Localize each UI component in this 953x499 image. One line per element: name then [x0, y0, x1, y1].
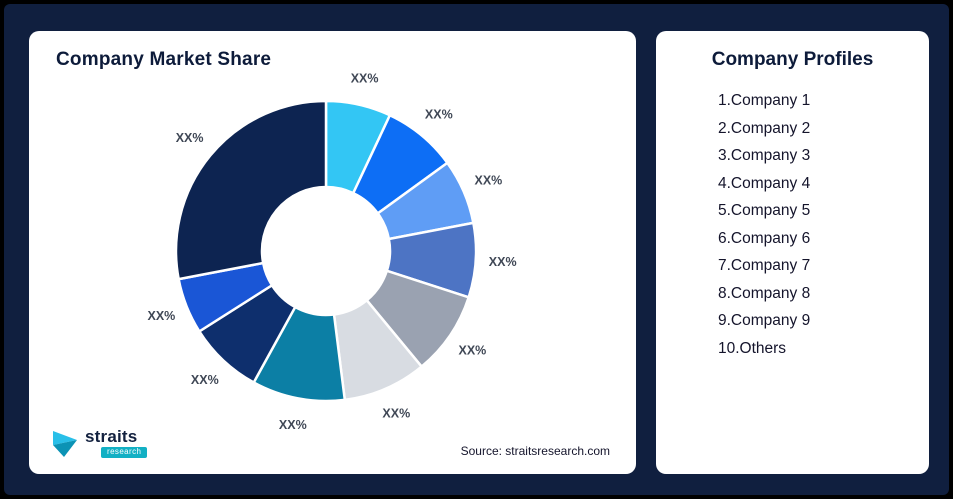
- slice-label-9: XX%: [148, 309, 176, 323]
- slice-label-10: XX%: [176, 131, 204, 145]
- company-profiles-list: 1.Company 1 2.Company 2 3.Company 3 4.Compa…: [656, 87, 929, 362]
- donut-slice-10: [174, 99, 328, 281]
- company-profile-item: 4.Company 4: [718, 174, 811, 192]
- straits-research-logo: straits research: [51, 427, 148, 458]
- slice-label-5: XX%: [459, 344, 487, 358]
- slice-label-8: XX%: [191, 373, 219, 387]
- slice-label-4: XX%: [489, 255, 517, 269]
- slice-label-7: XX%: [279, 418, 307, 432]
- company-profile-item: 2.Company 2: [718, 119, 811, 137]
- company-profile-item: 8.Company 8: [718, 284, 811, 302]
- logo-text: straits research: [85, 427, 148, 458]
- company-profile-item: 6.Company 6: [718, 229, 811, 247]
- company-profile-item: 5.Company 5: [718, 202, 811, 219]
- company-profile-item: 10.Others: [718, 339, 787, 357]
- company-profile-item: 7.Company 7: [718, 257, 811, 274]
- logo-subtitle: research: [101, 447, 148, 458]
- page-background: Company Market Share XX% XX% XX% XX% XX% XX% X…: [4, 4, 949, 495]
- company-profile-item: 1.Company 1: [718, 92, 811, 109]
- straits-logo-icon: [53, 431, 77, 457]
- slice-label-6: XX%: [382, 406, 410, 420]
- donut-chart-area: XX% XX% XX% XX% XX% XX% XX% XX% XX% XX%: [96, 61, 556, 441]
- profiles-title: Company Profiles: [711, 49, 874, 70]
- market-share-donut: XX% XX% XX% XX% XX% XX% XX% XX% XX% XX%: [148, 71, 517, 432]
- logo-name: straits: [85, 427, 138, 446]
- source-note: Source: straitsresearch.com: [460, 444, 610, 458]
- company-profiles-card: Company Profiles 1.Company 1 2.Company 2 3…: [656, 31, 929, 474]
- chart-title: Company Market Share: [56, 49, 272, 70]
- slice-label-2: XX%: [425, 108, 453, 122]
- company-profile-item: 3.Company 3: [718, 147, 811, 164]
- slice-label-3: XX%: [475, 174, 503, 188]
- slice-label-1: XX%: [351, 71, 379, 85]
- market-share-card: Company Market Share XX% XX% XX% XX% XX% XX% X…: [29, 31, 636, 474]
- company-profile-item: 9.Company 9: [718, 312, 811, 329]
